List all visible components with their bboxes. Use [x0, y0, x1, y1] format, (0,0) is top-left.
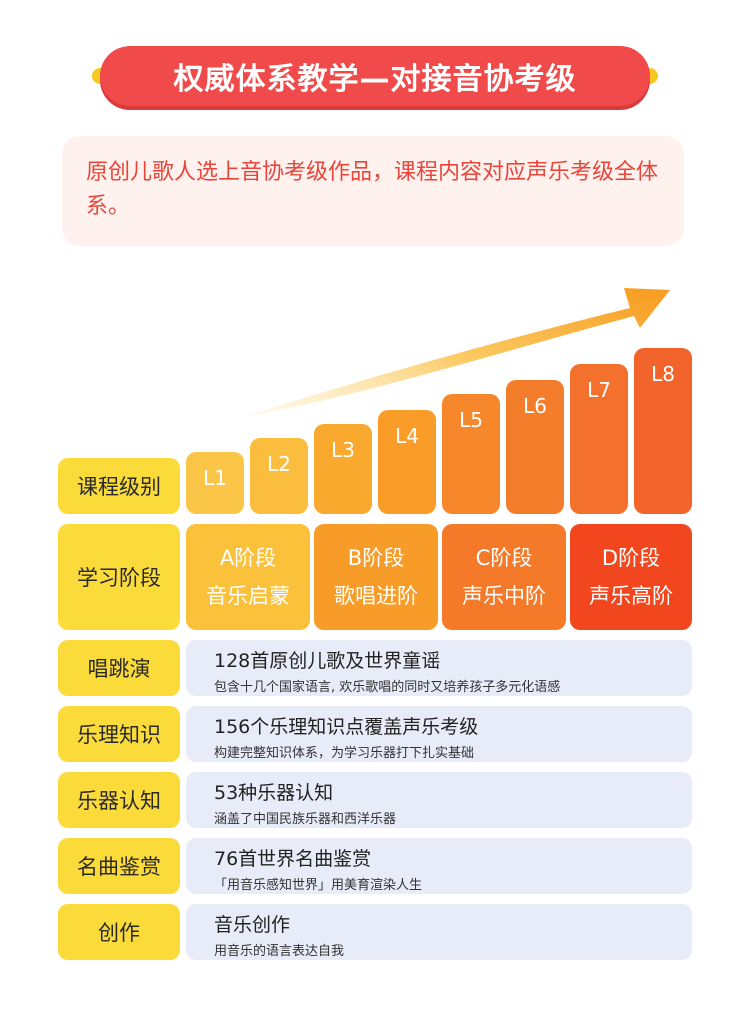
row-creation-sub: 用音乐的语言表达自我	[214, 944, 345, 959]
stage-a: A阶段 音乐启蒙	[186, 524, 310, 630]
stage-c-desc: 声乐中阶	[462, 584, 546, 608]
row-appreciation: 76首世界名曲鉴赏 「用音乐感知世界」用美育渲染人生	[186, 838, 692, 894]
intro-box: 原创儿歌人选上音协考级作品，课程内容对应声乐考级全体系。	[62, 136, 684, 246]
stage-b-desc: 歌唱进阶	[334, 584, 418, 608]
level-bar-l8: L8	[634, 348, 692, 514]
row-instrument: 53种乐器认知 涵盖了中国民族乐器和西洋乐器	[186, 772, 692, 828]
level-bar-l1: L1	[186, 452, 244, 514]
stage-d: D阶段 声乐高阶	[570, 524, 692, 630]
stage-c-name: C阶段	[475, 546, 533, 570]
stage-d-name: D阶段	[601, 546, 661, 570]
level-bar-l3: L3	[314, 424, 372, 514]
page-title: 权威体系教学—对接音协考级	[100, 46, 650, 106]
row-sing-sub: 包含十几个国家语言, 欢乐歌唱的同时又培养孩子多元化语感	[214, 680, 561, 695]
level-bar-l6: L6	[506, 380, 564, 514]
row-appreciation-title: 76首世界名曲鉴赏	[214, 848, 372, 870]
growth-arrow-icon	[240, 288, 670, 418]
label-theory: 乐理知识	[58, 706, 180, 762]
stage-b-name: B阶段	[347, 546, 405, 570]
label-instrument: 乐器认知	[58, 772, 180, 828]
stage-b: B阶段 歌唱进阶	[314, 524, 438, 630]
stage-a-desc: 音乐启蒙	[206, 584, 290, 608]
row-sing-title: 128首原创儿歌及世界童谣	[214, 650, 441, 672]
intro-text: 原创儿歌人选上音协考级作品，课程内容对应声乐考级全体系。	[86, 160, 659, 219]
level-bar-l2: L2	[250, 438, 308, 514]
level-bar-l5: L5	[442, 394, 500, 514]
level-bar-l4: L4	[378, 410, 436, 514]
row-instrument-title: 53种乐器认知	[214, 782, 334, 804]
row-appreciation-sub: 「用音乐感知世界」用美育渲染人生	[214, 878, 423, 893]
row-instrument-sub: 涵盖了中国民族乐器和西洋乐器	[214, 812, 397, 827]
stage-d-desc: 声乐高阶	[589, 584, 673, 608]
label-course-level: 课程级别	[58, 458, 180, 514]
stage-c: C阶段 声乐中阶	[442, 524, 566, 630]
level-bar-l7: L7	[570, 364, 628, 514]
label-learning-stage: 学习阶段	[58, 524, 180, 630]
label-creation: 创作	[58, 904, 180, 960]
row-creation: 音乐创作 用音乐的语言表达自我	[186, 904, 692, 960]
label-sing: 唱跳演	[58, 640, 180, 696]
row-theory-sub: 构建完整知识体系，为学习乐器打下扎实基础	[214, 746, 475, 761]
label-appreciation: 名曲鉴赏	[58, 838, 180, 894]
stage-a-name: A阶段	[219, 546, 277, 570]
row-creation-title: 音乐创作	[214, 914, 291, 936]
row-theory-title: 156个乐理知识点覆盖声乐考级	[214, 716, 479, 738]
row-sing: 128首原创儿歌及世界童谣 包含十几个国家语言, 欢乐歌唱的同时又培养孩子多元化…	[186, 640, 692, 696]
row-theory: 156个乐理知识点覆盖声乐考级 构建完整知识体系，为学习乐器打下扎实基础	[186, 706, 692, 762]
